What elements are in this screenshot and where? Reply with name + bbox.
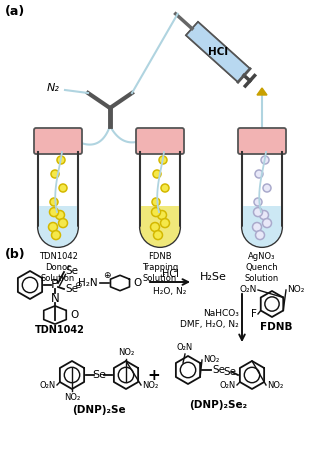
FancyBboxPatch shape [238, 128, 286, 154]
Text: O₂N: O₂N [40, 381, 56, 389]
Text: NO₂: NO₂ [287, 286, 304, 294]
Circle shape [50, 198, 58, 206]
Text: +: + [148, 367, 160, 383]
Text: TDN1042
Donor
Solution: TDN1042 Donor Solution [39, 252, 77, 283]
Circle shape [161, 184, 169, 192]
Wedge shape [39, 227, 77, 246]
Circle shape [51, 170, 59, 178]
Text: Se: Se [65, 266, 78, 276]
Text: FDNB
Trapping
Solution: FDNB Trapping Solution [142, 252, 178, 283]
Circle shape [152, 198, 160, 206]
Bar [243, 206, 281, 227]
Circle shape [254, 198, 262, 206]
Circle shape [263, 218, 272, 228]
Bar [141, 206, 179, 227]
Circle shape [57, 156, 65, 164]
Text: Se: Se [212, 365, 225, 375]
Text: O₂N: O₂N [220, 381, 236, 389]
FancyBboxPatch shape [34, 128, 82, 154]
Text: (b): (b) [5, 248, 26, 261]
Circle shape [256, 231, 265, 239]
Text: H₂N: H₂N [78, 278, 98, 288]
Circle shape [49, 207, 58, 217]
Text: NaHCO₃: NaHCO₃ [203, 308, 239, 318]
Text: O: O [133, 278, 141, 288]
Text: N₂: N₂ [47, 83, 60, 93]
Text: H₂O, N₂: H₂O, N₂ [153, 287, 187, 296]
Circle shape [253, 223, 262, 232]
Text: NO₂: NO₂ [64, 393, 80, 402]
Text: Se: Se [65, 284, 78, 294]
Circle shape [160, 218, 169, 228]
Text: N: N [51, 292, 59, 304]
Wedge shape [141, 227, 179, 246]
Bar [39, 206, 77, 227]
FancyBboxPatch shape [186, 22, 250, 82]
Circle shape [153, 231, 162, 239]
Circle shape [255, 170, 263, 178]
Circle shape [158, 211, 167, 219]
Text: Se: Se [92, 370, 106, 380]
Circle shape [58, 218, 67, 228]
Circle shape [56, 211, 65, 219]
Text: TDN1042: TDN1042 [35, 325, 85, 335]
Text: DMF, H₂O, N₂: DMF, H₂O, N₂ [180, 320, 239, 329]
Circle shape [59, 184, 67, 192]
Circle shape [259, 211, 268, 219]
Circle shape [159, 156, 167, 164]
Wedge shape [243, 227, 281, 246]
Text: Se: Se [223, 367, 236, 377]
Circle shape [254, 207, 263, 217]
Circle shape [261, 156, 269, 164]
Text: (DNP)₂Se₂: (DNP)₂Se₂ [189, 400, 247, 410]
Text: NO₂: NO₂ [118, 348, 134, 357]
Circle shape [152, 207, 160, 217]
Text: HCl: HCl [208, 47, 228, 57]
Text: NO₂: NO₂ [203, 356, 219, 365]
Circle shape [51, 231, 60, 239]
Text: F: F [251, 309, 257, 319]
Text: FDNB: FDNB [260, 322, 292, 332]
Text: H₂Se: H₂Se [200, 272, 227, 282]
Text: AgNO₃
Quench
Solution: AgNO₃ Quench Solution [245, 252, 279, 283]
Text: O₂N: O₂N [239, 286, 257, 294]
Text: NO₂: NO₂ [267, 381, 283, 389]
Text: HCl: HCl [161, 269, 178, 279]
Text: O: O [70, 310, 78, 320]
Polygon shape [257, 88, 267, 95]
Text: ⊖: ⊖ [74, 282, 82, 291]
FancyBboxPatch shape [136, 128, 184, 154]
Text: P: P [51, 278, 59, 292]
Circle shape [151, 223, 160, 232]
Text: ⊕: ⊕ [103, 271, 111, 280]
Text: O₂N: O₂N [177, 343, 193, 352]
Circle shape [48, 223, 57, 232]
Text: (DNP)₂Se: (DNP)₂Se [72, 405, 126, 415]
Text: NO₂: NO₂ [142, 381, 158, 389]
Text: (a): (a) [5, 5, 25, 18]
Circle shape [153, 170, 161, 178]
Circle shape [263, 184, 271, 192]
